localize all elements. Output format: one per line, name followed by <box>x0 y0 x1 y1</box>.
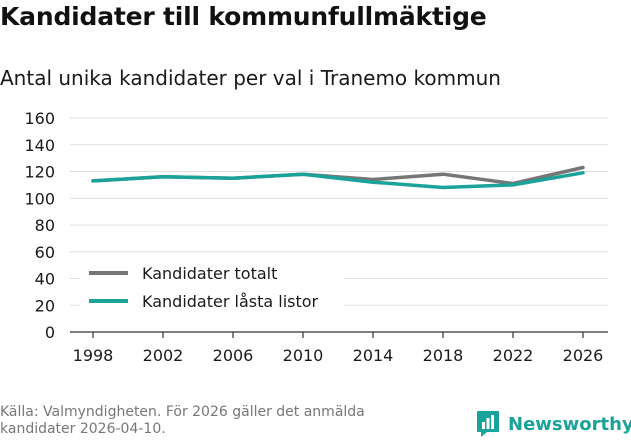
x-tick-label: 2022 <box>493 346 534 365</box>
y-tick-label: 20 <box>35 296 55 315</box>
legend-label: Kandidater totalt <box>142 264 277 283</box>
newsworthy-logo: Newsworthy <box>476 408 631 440</box>
x-tick-label: 2010 <box>283 346 324 365</box>
y-tick-label: 0 <box>45 323 55 342</box>
brand-name: Newsworthy <box>508 413 631 435</box>
series-line <box>91 171 585 190</box>
source-note: Källa: Valmyndigheten. För 2026 gäller d… <box>0 404 365 437</box>
y-tick-label: 120 <box>24 163 55 182</box>
y-tick-label: 160 <box>24 109 55 128</box>
y-tick-label: 60 <box>35 243 55 262</box>
x-tick-label: 2002 <box>143 346 184 365</box>
bar-chart-speech-bubble-icon <box>477 411 499 437</box>
x-tick-label: 2018 <box>423 346 464 365</box>
x-tick-label: 2014 <box>353 346 394 365</box>
x-tick-label: 2006 <box>213 346 254 365</box>
legend-label: Kandidater låsta listor <box>142 292 319 311</box>
chart-title: Kandidater till kommunfullmäktige <box>0 2 487 31</box>
x-tick-label: 1998 <box>73 346 114 365</box>
chart-subtitle: Antal unika kandidater per val i Tranemo… <box>0 66 501 90</box>
y-tick-label: 140 <box>24 136 55 155</box>
y-tick-label: 100 <box>24 189 55 208</box>
legend-box <box>80 260 344 317</box>
y-tick-label: 40 <box>35 270 55 289</box>
x-tick-label: 2026 <box>563 346 604 365</box>
y-tick-label: 80 <box>35 216 55 235</box>
